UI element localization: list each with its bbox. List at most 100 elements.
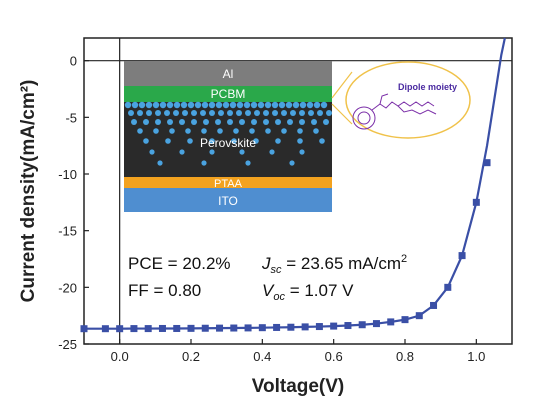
dipole-dot (218, 110, 224, 116)
dipole-dot (155, 110, 161, 116)
dipole-dot (278, 101, 286, 109)
layer-ptaa (124, 177, 332, 188)
data-point (301, 323, 309, 331)
dipole-dot (227, 110, 233, 116)
dipole-dot (173, 101, 181, 109)
dipole-dot (317, 110, 323, 116)
data-point (444, 283, 452, 291)
jsc-subscript: sc (271, 264, 283, 276)
dipole-dot (292, 101, 300, 109)
dipole-dot (323, 119, 329, 125)
dipole-callout: Dipole moiety (331, 61, 471, 139)
dipole-dot (281, 128, 287, 134)
data-point (344, 322, 352, 330)
dipole-dot (281, 110, 287, 116)
x-tick-label: 1.0 (467, 349, 485, 364)
molecule-icon (352, 93, 437, 130)
data-point (187, 324, 195, 332)
dipole-dot (297, 128, 303, 134)
dipole-dot (149, 149, 155, 155)
dipole-label: Dipole moiety (398, 82, 457, 92)
data-point (372, 320, 380, 328)
dipole-dot (251, 119, 257, 125)
dipole-dot (285, 101, 293, 109)
dipole-dot (313, 101, 321, 109)
dipole-dot (128, 110, 134, 116)
data-point (80, 325, 88, 333)
layer-ptaa-label: PTAA (214, 178, 243, 190)
callout-line-lower (331, 103, 353, 125)
dipole-dot (145, 101, 153, 109)
dipole-dot (169, 128, 175, 134)
dipole-dot (243, 101, 251, 109)
pce-text: PCE = 20.2% (128, 254, 231, 273)
data-point (244, 324, 252, 332)
x-tick-label: 0.8 (396, 349, 414, 364)
data-point (430, 301, 438, 309)
x-tick-label: 0.4 (253, 349, 271, 364)
data-point (144, 325, 152, 333)
dipole-dot (269, 149, 275, 155)
dipole-dot (215, 101, 223, 109)
data-point (472, 198, 480, 206)
dipole-dot (299, 101, 307, 109)
x-tick-label: 0.6 (325, 349, 343, 364)
x-tick-label: 0.0 (111, 349, 129, 364)
dipole-dot (319, 138, 325, 144)
layer-al (124, 61, 332, 86)
dipole-dot (297, 138, 303, 144)
data-point (415, 312, 423, 320)
dipole-dot (203, 119, 209, 125)
dipole-dot (289, 160, 295, 166)
dipole-dot (271, 101, 279, 109)
callout-line-upper (331, 71, 353, 99)
data-point (230, 324, 238, 332)
dipole-dot (152, 101, 160, 109)
dipole-dot (265, 128, 271, 134)
dipole-dot (275, 138, 281, 144)
dipole-dot (233, 128, 239, 134)
jsc-superscript: 2 (401, 253, 407, 265)
dipole-dot (290, 110, 296, 116)
dipole-dot (227, 119, 233, 125)
x-tick-label: 0.2 (182, 349, 200, 364)
dipole-dot (131, 119, 137, 125)
dipole-dot (249, 128, 255, 134)
dipole-dot (138, 101, 146, 109)
dipole-dot (215, 119, 221, 125)
data-point (258, 324, 266, 332)
dipole-dot (167, 119, 173, 125)
dipole-dot (264, 101, 272, 109)
dipole-dot (287, 119, 293, 125)
callout-ellipse (345, 61, 471, 139)
y-tick-label: -5 (65, 110, 77, 125)
dipole-dot (185, 128, 191, 134)
jsc-value: = 23.65 mA/cm (282, 254, 402, 273)
y-tick-label: 0 (70, 54, 77, 69)
layer-pcbm-label: PCBM (211, 87, 246, 101)
dipole-dot (164, 110, 170, 116)
data-point (173, 324, 181, 332)
voc-subscript: oc (273, 291, 285, 303)
data-point (130, 325, 138, 333)
x-axis-ticks: 0.0 0.2 0.4 0.6 0.8 1.0 (111, 339, 485, 364)
voc-text: Voc = 1.07 V (262, 281, 354, 303)
dipole-dot (166, 101, 174, 109)
data-point (401, 316, 409, 324)
data-point (358, 321, 366, 329)
y-tick-label: -20 (58, 280, 77, 295)
dipole-dot (155, 119, 161, 125)
dipole-dot (257, 101, 265, 109)
layer-al-label: Al (223, 67, 234, 81)
dipole-dot (275, 119, 281, 125)
data-point (116, 325, 124, 333)
jsc-symbol: J (261, 254, 271, 273)
device-stack-inset: Al PCBM Perovskite PTAA ITO (124, 61, 332, 212)
dipole-dot (201, 160, 207, 166)
data-point (158, 324, 166, 332)
data-point (287, 323, 295, 331)
dipole-dot (245, 160, 251, 166)
layer-pcbm (124, 86, 332, 102)
dipole-dot (191, 119, 197, 125)
dipole-dot (236, 110, 242, 116)
